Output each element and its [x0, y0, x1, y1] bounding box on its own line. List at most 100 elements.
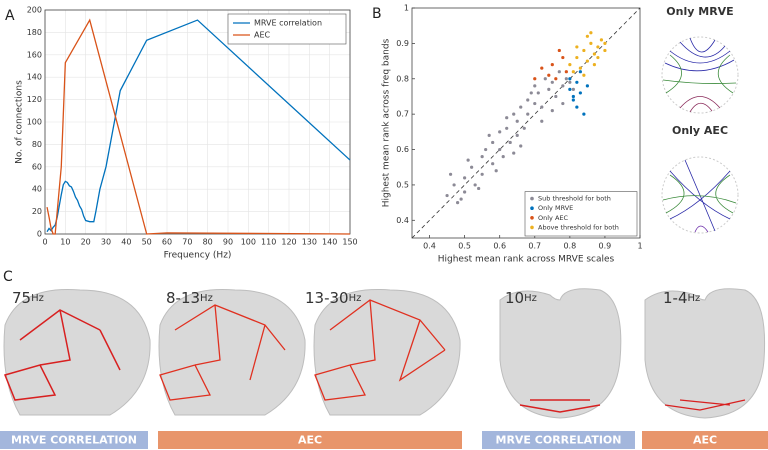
legend-label: Only MRVE	[538, 204, 573, 212]
y-tick-label: 100	[27, 118, 42, 127]
x-tick-label: 60	[162, 238, 172, 247]
scatter-point	[554, 94, 558, 99]
scatter-point	[575, 105, 579, 109]
legend-swatch	[530, 206, 534, 210]
frequency-label: 13-30Hz	[305, 289, 361, 307]
scatter-point	[592, 63, 597, 67]
y-tick-label: 0.9	[396, 39, 409, 48]
scatter-point	[512, 151, 516, 155]
panel-label: C	[3, 269, 13, 285]
scatter-point	[494, 169, 498, 173]
line-series	[46, 19, 351, 233]
x-tick-label: 80	[203, 238, 213, 247]
scatter-point	[557, 48, 561, 53]
x-tick-label: 1	[637, 242, 642, 251]
x-tick-label: 70	[182, 238, 192, 247]
y-tick-label: 120	[27, 95, 42, 104]
scatter-point	[603, 41, 607, 45]
scatter-point	[571, 94, 575, 99]
y-tick-label: 200	[27, 6, 42, 15]
scatter-point	[585, 59, 589, 63]
x-tick-label: 0.9	[599, 242, 612, 251]
scatter-point	[463, 190, 467, 194]
scatter-point	[463, 176, 467, 180]
connectogram	[661, 36, 739, 114]
legend-label: Above threshold for both	[538, 223, 619, 231]
scatter-point	[533, 101, 537, 106]
method-label: AEC	[693, 434, 717, 447]
frequency-value: 8-13	[166, 289, 200, 307]
y-tick-label: 0.6	[396, 145, 409, 154]
scatter-point	[448, 172, 453, 176]
scatter-point	[582, 73, 586, 77]
line-series	[46, 18, 351, 235]
circle-title: Only AEC	[672, 124, 728, 137]
frequency-unit: Hz	[688, 293, 701, 304]
scatter-point	[571, 70, 575, 74]
scatter-point	[557, 70, 561, 74]
frequency-unit: Hz	[349, 293, 362, 304]
scatter-point	[536, 91, 540, 95]
scatter-point	[578, 91, 582, 95]
x-tick-label: 10	[60, 238, 70, 247]
y-tick-label: 1	[404, 4, 409, 13]
plot-frame	[44, 9, 351, 235]
scatter-point	[575, 55, 579, 60]
y-tick-label: 140	[27, 73, 42, 82]
scatter-point	[473, 183, 477, 187]
scatter-point	[585, 34, 589, 38]
scatter-point	[599, 38, 604, 42]
plot-frame	[411, 7, 641, 239]
diagonal	[411, 7, 641, 239]
brain-images	[3, 288, 766, 419]
frequency-value: 13-30	[305, 289, 349, 307]
method-label: MRVE CORRELATION	[496, 434, 622, 447]
scatter-point	[529, 91, 533, 95]
panel-label: B	[372, 6, 382, 22]
legend-swatch	[530, 225, 534, 230]
frequency-label: 10Hz	[505, 289, 537, 307]
scatter-point	[470, 165, 474, 169]
scatter-point	[491, 162, 495, 166]
x-tick-label: 20	[81, 238, 91, 247]
scatter-point	[575, 45, 579, 49]
scatter-point	[582, 112, 586, 116]
legend-swatch	[530, 196, 534, 201]
x-tick-label: 100	[241, 238, 256, 247]
scatter-point	[543, 77, 547, 81]
scatter-point	[533, 84, 537, 88]
scatter-point	[487, 133, 491, 137]
method-label: MRVE CORRELATION	[11, 434, 137, 447]
x-tick-label: 130	[302, 238, 317, 247]
scatter-point	[564, 70, 568, 74]
legend-box	[227, 13, 347, 45]
y-axis-label: No. of connections	[15, 80, 25, 164]
scatter-point	[550, 80, 554, 84]
scatter-point	[480, 172, 484, 176]
method-label: AEC	[298, 434, 322, 447]
y-tick-label: 40	[32, 185, 42, 194]
method-bar	[642, 431, 768, 449]
scatter-point	[568, 87, 572, 91]
frequency-unit: Hz	[31, 293, 44, 304]
scatter-point	[512, 112, 516, 116]
scatter-point	[568, 77, 572, 81]
x-tick-label: 50	[142, 238, 152, 247]
scatter-point	[547, 73, 551, 77]
scatter-point	[533, 77, 537, 81]
scatter-point	[571, 87, 575, 91]
scatter-point	[561, 55, 565, 60]
x-tick-label: 90	[223, 238, 233, 247]
x-axis-label: Frequency (Hz)	[164, 251, 232, 261]
scatter-point	[456, 201, 460, 205]
x-tick-label: 140	[322, 238, 337, 247]
frequency-label: 1-4Hz	[663, 289, 700, 307]
scatter-point	[550, 63, 554, 67]
frequency-label: 8-13Hz	[166, 289, 213, 307]
legend-swatch	[530, 216, 534, 220]
y-tick-label: 0.8	[396, 74, 409, 83]
method-bar	[482, 431, 635, 449]
x-tick-label: 150	[342, 238, 357, 247]
scatter-point	[571, 98, 575, 102]
scatter-point	[547, 87, 551, 91]
